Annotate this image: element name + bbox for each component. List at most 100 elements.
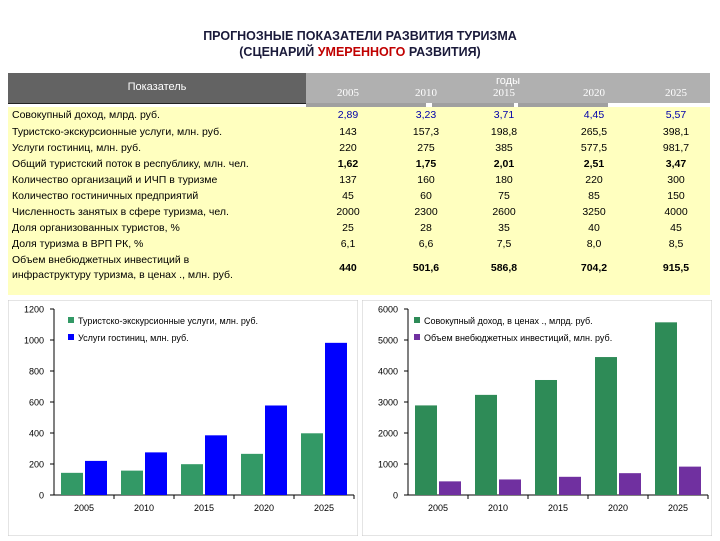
row-label-line-1: Объем внебюджетных инвестиций в [12,254,190,266]
legend-swatch [414,317,420,323]
year-header-2015: 2015 [493,87,515,99]
table-cell: 577,5 [580,142,608,154]
table-cell: 8,0 [586,238,602,250]
table-cell: 915,5 [662,262,690,274]
table-cell: 6,1 [340,238,356,250]
row-label: Количество организаций и ИЧП в туризме [12,174,218,186]
table-cell: 265,5 [580,126,608,138]
table-cell: 586,8 [490,262,518,274]
x-tick-label: 2025 [314,503,334,513]
header-divider [432,103,514,107]
table-cell: 2,01 [493,158,515,170]
bar [325,342,347,495]
title-line-2-highlight: УМЕРЕННОГО [317,45,406,59]
bar [85,460,107,495]
y-tick-label: 3000 [378,398,398,408]
bar [535,379,557,495]
table-cell: 25 [342,222,354,234]
table-cell: 2,89 [337,109,359,121]
table-body-values: 2,89 3,23 3,71 4,45 5,57 143 157,3 198,8 265,5 39… [306,107,710,295]
y-tick-label: 0 [393,491,398,501]
table-cell: 1,62 [337,158,359,170]
table-cell: 157,3 [412,126,440,138]
row-label: Совокупный доход, млрд. руб. [12,109,160,121]
table-cell: 143 [339,126,357,138]
table-cell: 981,7 [662,142,690,154]
x-tick-label: 2015 [548,503,568,513]
bar [619,473,641,495]
y-tick-label: 1000 [24,336,44,346]
table-cell: 300 [667,174,685,186]
table-cell: 2000 [336,206,360,218]
row-label: Услуги гостиниц, млн. руб. [12,142,142,154]
legend-swatch [68,317,74,323]
row-label: Численность занятых в сфере туризма, чел… [12,206,229,218]
table-cell: 180 [495,174,513,186]
table-cell: 3,23 [415,109,437,121]
income-chart: 0 1000 2000 3000 4000 5000 6000 2005 2010 2015 202… [361,299,713,537]
bar [121,470,143,495]
legend-label: Объем внебюджетных инвестиций, млн. руб. [424,333,612,343]
bar [559,476,581,495]
x-tick-label: 2025 [668,503,688,513]
y-tick-label: 1200 [24,305,44,315]
table-header-years: годы 2005 2010 2015 2020 2025 [306,73,710,103]
table-cell: 220 [339,142,357,154]
table-cell: 45 [670,222,682,234]
table-cell: 4,45 [583,109,605,121]
header-divider [306,103,426,107]
x-tick-label: 2020 [608,503,628,513]
year-header-2020: 2020 [583,87,605,99]
legend-swatch [68,334,74,340]
table-cell: 6,6 [418,238,434,250]
title-line-2: (СЦЕНАРИЙ УМЕРЕННОГО РАЗВИТИЯ) [0,44,720,60]
y-tick-label: 0 [39,491,44,501]
bar [439,481,461,495]
table-cell: 5,57 [665,109,687,121]
table-cell: 3250 [582,206,606,218]
table-cell: 704,2 [580,262,608,274]
header-divider [518,103,608,107]
bar [655,322,677,495]
table-cell: 220 [585,174,603,186]
legend-label: Туристско-экскурсионные услуги, млн. руб… [78,316,258,326]
table-cell: 3,71 [493,109,515,121]
title-line-2-post: РАЗВИТИЯ) [405,45,481,59]
table-cell: 3,47 [665,158,687,170]
table-cell: 440 [339,262,357,274]
y-tick-label: 6000 [378,305,398,315]
row-label: Туристско-экскурсионные услуги, млн. руб… [12,126,223,138]
title-line-2-pre: (СЦЕНАРИЙ [239,45,318,59]
row-label: Количество гостиничных предприятий [12,190,199,202]
bar [61,472,83,495]
table-cell: 2,51 [583,158,605,170]
table-cell: 150 [667,190,685,202]
y-tick-label: 2000 [378,429,398,439]
legend-label: Совокупный доход, в ценах ., млрд. руб. [424,316,593,326]
table-header-indicator: Показатель [8,73,306,104]
table-cell: 501,6 [412,262,440,274]
y-tick-label: 600 [29,398,44,408]
table-cell: 45 [342,190,354,202]
bar [475,394,497,495]
x-tick-label: 2015 [194,503,214,513]
y-tick-label: 200 [29,460,44,470]
y-tick-label: 800 [29,367,44,377]
bar [595,357,617,495]
bar [265,405,287,495]
table-cell: 85 [588,190,600,202]
table-cell: 7,5 [496,238,512,250]
bar [145,452,167,495]
services-chart: 0 200 400 600 800 1000 1200 2005 2010 2015 2020 202… [7,299,359,537]
table-body-labels: Совокупный доход, млрд. руб. Туристско-э… [8,107,306,295]
table-cell: 8,5 [668,238,684,250]
table-cell: 398,1 [662,126,690,138]
year-header-2025: 2025 [665,87,687,99]
bar [205,435,227,495]
table-cell: 40 [588,222,600,234]
bar [415,405,437,495]
x-tick-label: 2005 [428,503,448,513]
table-cell: 28 [420,222,432,234]
year-header-2005: 2005 [337,87,359,99]
y-tick-label: 400 [29,429,44,439]
